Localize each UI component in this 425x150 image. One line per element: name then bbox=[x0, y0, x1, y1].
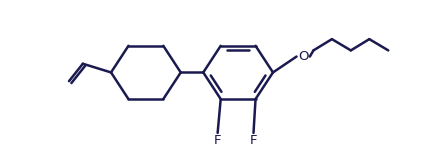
Text: O: O bbox=[298, 50, 309, 63]
Text: F: F bbox=[250, 134, 257, 147]
Text: F: F bbox=[214, 134, 221, 147]
